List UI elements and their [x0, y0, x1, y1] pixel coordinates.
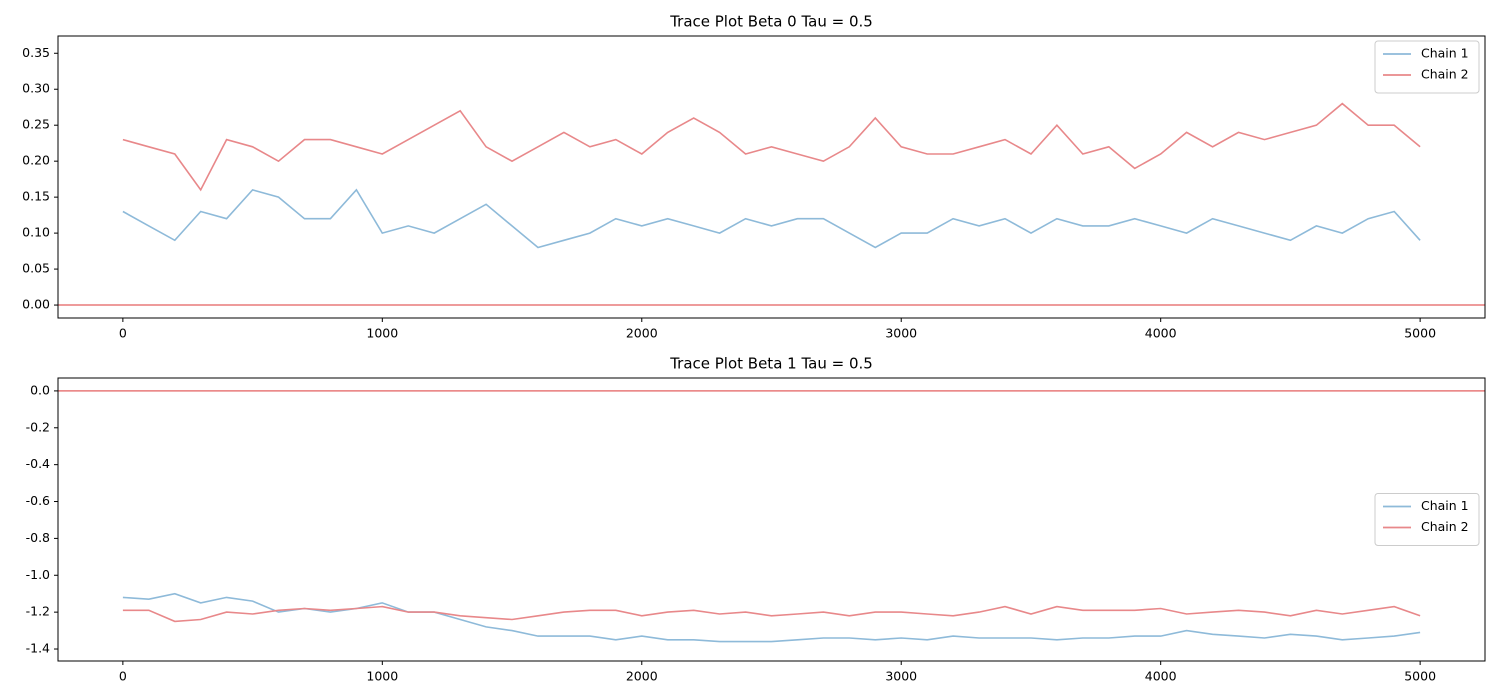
y-tick-label: 0.30	[22, 81, 50, 96]
y-tick-label: -1.2	[26, 604, 50, 619]
x-tick-label: 3000	[885, 669, 917, 684]
y-tick-label: -1.0	[26, 567, 50, 582]
series-line	[122, 102, 1421, 192]
y-tick-label: -0.8	[26, 530, 50, 545]
y-tick-label: 0.20	[22, 153, 50, 168]
y-tick-label: 0.00	[22, 297, 50, 312]
series-line	[122, 188, 1421, 249]
chart-title: Trace Plot Beta 1 Tau = 0.5	[669, 355, 873, 373]
y-tick-label: -0.2	[26, 419, 50, 434]
x-tick-label: 1000	[366, 669, 398, 684]
y-tick-label: -1.4	[26, 641, 50, 656]
legend-label: Chain 2	[1421, 519, 1469, 534]
y-tick-label: 0.10	[22, 225, 50, 240]
x-tick-label: 0	[119, 669, 127, 684]
legend-label: Chain 1	[1421, 46, 1469, 61]
y-tick-label: 0.05	[22, 261, 50, 276]
axes-frame	[57, 377, 1486, 662]
y-tick-label: -0.6	[26, 493, 50, 508]
y-tick-label: 0.25	[22, 117, 50, 132]
x-tick-label: 5000	[1404, 326, 1436, 341]
legend: Chain 1 Chain 2	[1374, 493, 1480, 546]
series-line	[122, 605, 1421, 623]
y-tick-label: 0.35	[22, 45, 50, 60]
series-line	[122, 592, 1421, 643]
x-tick-label: 5000	[1404, 669, 1436, 684]
x-tick-label: 2000	[626, 326, 658, 341]
chart-title: Trace Plot Beta 0 Tau = 0.5	[669, 13, 873, 31]
axes-frame	[57, 35, 1486, 319]
x-tick-label: 0	[119, 326, 127, 341]
x-tick-label: 4000	[1145, 669, 1177, 684]
x-tick-label: 3000	[885, 326, 917, 341]
y-tick-label: 0.0	[30, 382, 50, 397]
legend-label: Chain 2	[1421, 67, 1469, 82]
y-tick-label: 0.15	[22, 189, 50, 204]
y-tick-label: -0.4	[26, 456, 50, 471]
legend: Chain 1 Chain 2	[1374, 40, 1480, 94]
x-tick-label: 1000	[366, 326, 398, 341]
legend-label: Chain 1	[1421, 498, 1469, 513]
x-tick-label: 2000	[626, 669, 658, 684]
x-tick-label: 4000	[1145, 326, 1177, 341]
